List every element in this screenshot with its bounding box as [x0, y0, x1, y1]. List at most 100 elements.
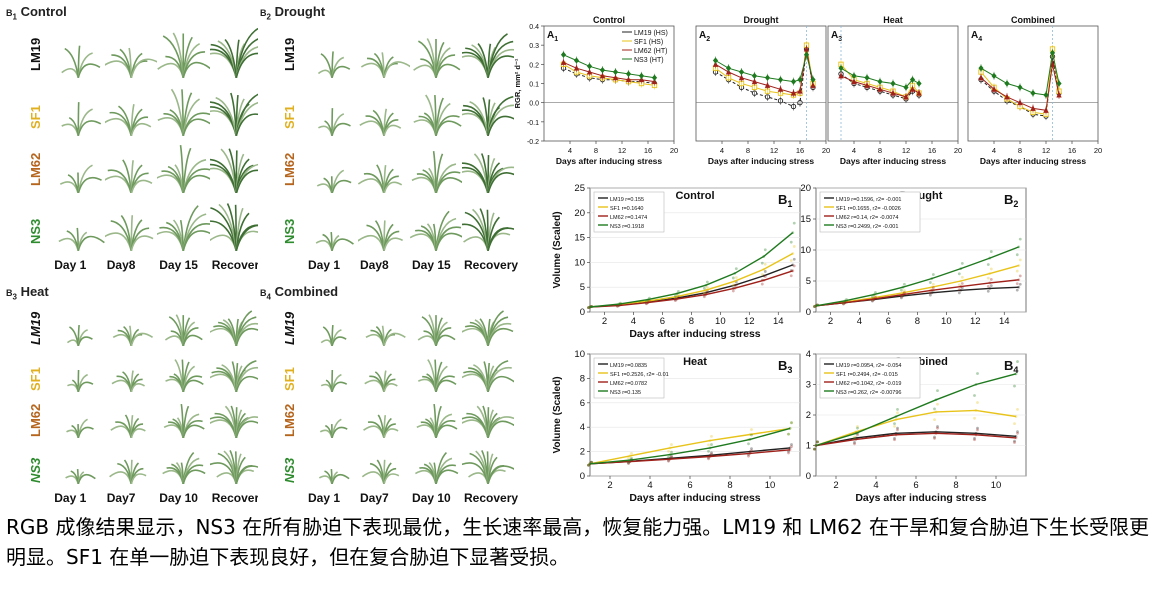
x-tick-label: 16 — [796, 146, 804, 155]
row-label-sf1: SF1 — [282, 104, 297, 129]
replicate-point — [787, 432, 790, 436]
replicate-point — [856, 433, 859, 437]
replicate-point — [894, 431, 898, 435]
plant-leaf — [129, 122, 151, 136]
replicate-point — [710, 434, 713, 438]
x-tick-label: 10 — [715, 316, 726, 327]
plant-leaf — [435, 232, 462, 251]
replicate-point — [733, 279, 737, 283]
replicate-point — [763, 275, 767, 278]
y-tick-label: 20 — [574, 208, 585, 219]
replicate-point — [587, 463, 590, 467]
replicate-point — [787, 451, 790, 455]
replicate-point — [974, 409, 978, 412]
plant-image — [359, 108, 402, 136]
replicate-point — [792, 221, 796, 225]
replicate-point — [854, 438, 858, 441]
x-tick-label: 6 — [886, 316, 891, 327]
plant-leaf — [129, 235, 153, 251]
panel-label: A2 — [699, 30, 710, 43]
replicate-point — [988, 287, 992, 290]
plant-image — [365, 325, 406, 346]
y-tick-label: 15 — [574, 233, 585, 244]
replicate-point — [1013, 422, 1016, 426]
replicate-point — [667, 459, 670, 463]
replicate-point — [930, 277, 934, 280]
plant-image — [104, 158, 152, 194]
replicate-point — [707, 457, 710, 461]
plant-leaf — [129, 58, 157, 78]
series-line-ns3 — [815, 246, 1020, 307]
x-tick-label: 16 — [1068, 146, 1076, 155]
panel-name: Combined — [270, 284, 339, 299]
y-tick-label: 10 — [574, 349, 585, 360]
plant-image — [416, 403, 458, 438]
row-label-ns3: NS3 — [282, 457, 297, 483]
replicate-point — [976, 426, 979, 430]
replicate-point — [675, 297, 679, 301]
day-label: Recovery — [464, 258, 519, 272]
series-line-lm19 — [815, 431, 1017, 447]
replicate-point — [587, 463, 590, 467]
x-tick-label: 4 — [852, 146, 856, 155]
plant-leaf — [487, 227, 514, 251]
replicate-point — [976, 372, 979, 375]
plant-leaf — [487, 465, 514, 484]
plant-leaf — [331, 336, 347, 346]
replicate-point — [788, 448, 792, 452]
replicate-point — [974, 383, 978, 386]
x-tick-label: 8 — [1018, 146, 1022, 155]
panel-label: A3 — [831, 30, 842, 43]
replicate-point — [843, 301, 847, 305]
photo-panel-b2: B2 Drought LM19 SF1 LM62 NS3 Day 1 Day8 Day 15 R… — [258, 2, 518, 277]
replicate-point — [733, 286, 737, 290]
day-label: Day 10 — [412, 491, 451, 505]
legend-label: LM62 (HT) — [634, 48, 667, 55]
legend-label: SF1 r=0.2494, r2= -0.015 — [836, 372, 898, 378]
replicate-point — [854, 436, 858, 440]
series-line-lm62 — [815, 279, 1019, 307]
y-tick-label: 0 — [580, 471, 585, 482]
replicate-point — [816, 440, 819, 444]
day-label: Day 1 — [308, 491, 341, 505]
replicate-point — [791, 231, 795, 235]
replicate-point — [934, 430, 938, 434]
replicate-point — [1018, 282, 1022, 286]
replicate-point — [988, 256, 992, 260]
legend-box — [819, 357, 921, 399]
replicate-point — [973, 437, 976, 440]
plant-leaf — [77, 336, 93, 346]
replicate-point — [842, 302, 845, 306]
replicate-point — [646, 298, 650, 301]
replicate-point — [704, 283, 708, 287]
legend-label: NS3 r=0.1918 — [610, 224, 644, 230]
chart-title: Heat — [683, 356, 707, 368]
plot-frame — [967, 25, 1099, 142]
x-tick-label: 8 — [746, 146, 750, 155]
chart-title: Heat — [883, 15, 903, 25]
row-label-lm62: LM62 — [282, 403, 297, 437]
replicate-point — [670, 443, 673, 446]
x-axis-label: Days after inducing stress — [855, 492, 986, 504]
replicate-point — [731, 276, 735, 280]
plant-leaf — [129, 227, 149, 251]
row-label-ns3: NS3 — [28, 457, 43, 483]
plant-leaf — [77, 119, 102, 136]
replicate-point — [731, 283, 735, 287]
plant-image — [66, 324, 93, 346]
replicate-point — [792, 245, 796, 248]
series-line-lm62 — [715, 48, 814, 94]
replicate-point — [670, 454, 673, 458]
plant-image — [209, 360, 262, 392]
replicate-point — [989, 267, 993, 271]
replicate-point — [1015, 253, 1019, 257]
y-tick-label: 1 — [806, 441, 811, 452]
replicate-point — [973, 438, 976, 442]
replicate-point — [986, 289, 990, 293]
plant-leaf — [383, 332, 406, 346]
x-tick-label: 12 — [970, 316, 981, 327]
legend-label: LM19 r=0.0954, r2= -0.054 — [836, 363, 901, 369]
replicate-point — [676, 296, 680, 299]
replicate-point — [1017, 264, 1021, 267]
